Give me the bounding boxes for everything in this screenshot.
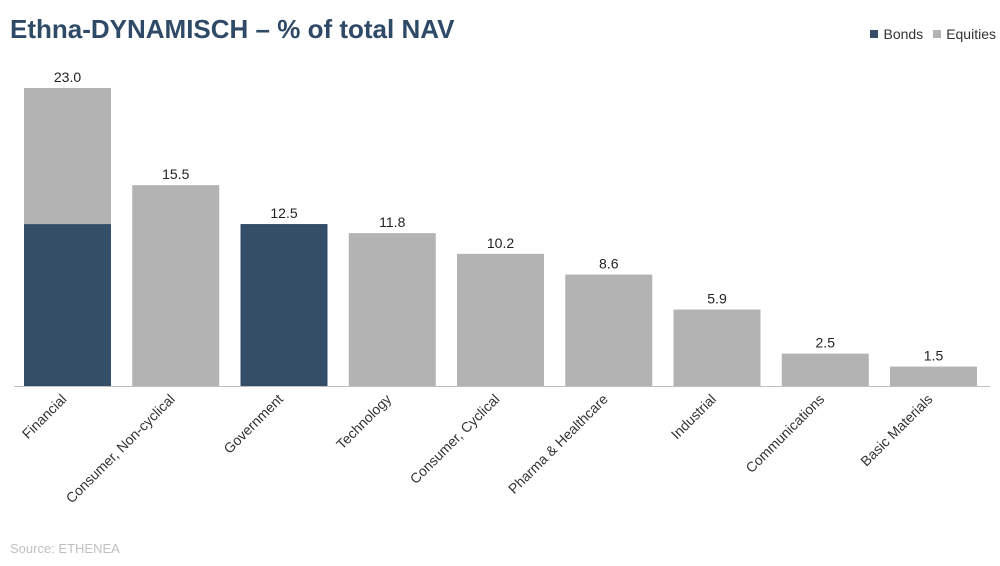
bar-equities-4 [348, 233, 436, 386]
bar-equities-5 [457, 253, 544, 386]
data-label-9: 1.5 [924, 348, 944, 364]
legend-swatch-bonds [870, 30, 879, 38]
data-label-5: 10.2 [487, 235, 514, 251]
data-label-3: 12.5 [270, 205, 297, 221]
data-label-7: 5.9 [707, 291, 727, 307]
bar-equities-8 [781, 353, 869, 386]
data-label-4: 11.8 [379, 214, 405, 230]
data-label-6: 8.6 [599, 256, 619, 272]
bar-equities-6 [565, 274, 653, 386]
x-tick-label-6: Pharma & Healthcare [505, 391, 611, 497]
x-tick-label-4: Technology [333, 391, 394, 452]
bar-equities-2 [132, 185, 220, 386]
data-label-2: 15.5 [162, 166, 189, 182]
x-tick-label-8: Communications [742, 391, 827, 476]
legend-label-bonds: Bonds [883, 26, 924, 42]
bar-bonds-1 [24, 224, 111, 386]
x-tick-label-7: Industrial [668, 391, 719, 442]
bar-equities-9 [890, 366, 977, 386]
x-tick-label-5: Consumer, Cyclical [407, 391, 503, 487]
data-label-1: 23.0 [54, 69, 81, 85]
legend-item-equities: Equities [933, 26, 996, 42]
x-tick-label-9: Basic Materials [857, 391, 935, 469]
x-tick-label-1: Financial [19, 391, 70, 442]
bar-equities-7 [673, 309, 761, 386]
x-tick-label-3: Government [220, 391, 286, 457]
legend: Bonds Equities [870, 26, 996, 42]
legend-label-equities: Equities [946, 26, 996, 42]
bar-bonds-3 [240, 224, 328, 386]
x-tick-label-2: Consumer, Non-cyclical [63, 391, 178, 506]
legend-swatch-equities [933, 30, 942, 38]
chart-title: Ethna-DYNAMISCH – % of total NAV [10, 14, 455, 44]
bar-equities-1 [24, 88, 111, 225]
legend-item-bonds: Bonds [870, 26, 923, 42]
data-label-8: 2.5 [816, 335, 836, 351]
source-note: Source: ETHENEA [10, 541, 120, 556]
